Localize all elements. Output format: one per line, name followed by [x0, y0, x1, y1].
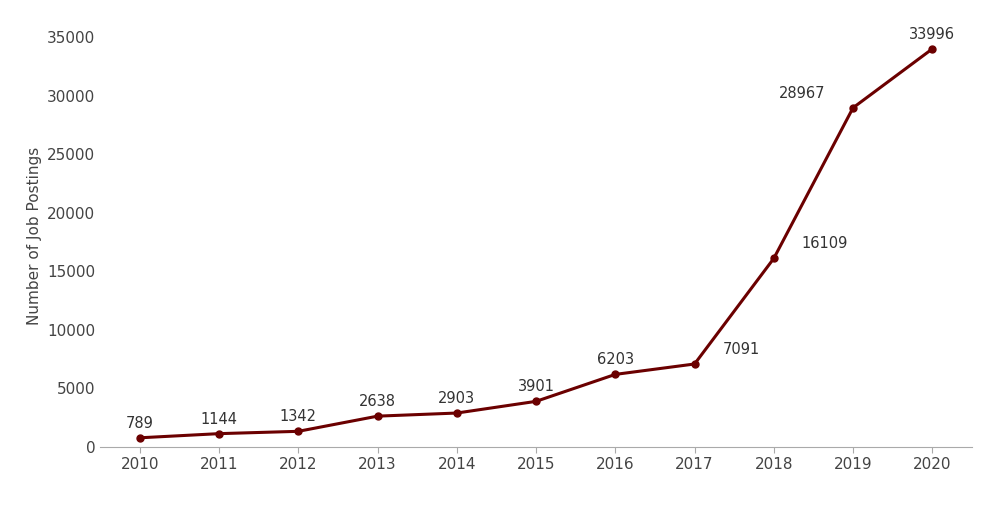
Y-axis label: Number of Job Postings: Number of Job Postings [26, 147, 41, 325]
Text: 3901: 3901 [518, 379, 554, 394]
Text: 16109: 16109 [802, 236, 848, 251]
Text: 1144: 1144 [200, 411, 237, 427]
Text: 2903: 2903 [438, 391, 475, 406]
Text: 1342: 1342 [280, 409, 317, 424]
Text: 33996: 33996 [910, 27, 955, 42]
Text: 789: 789 [126, 416, 153, 431]
Text: 6203: 6203 [597, 353, 634, 367]
Text: 2638: 2638 [359, 394, 396, 409]
Text: 7091: 7091 [722, 342, 760, 357]
Text: 28967: 28967 [779, 86, 826, 101]
